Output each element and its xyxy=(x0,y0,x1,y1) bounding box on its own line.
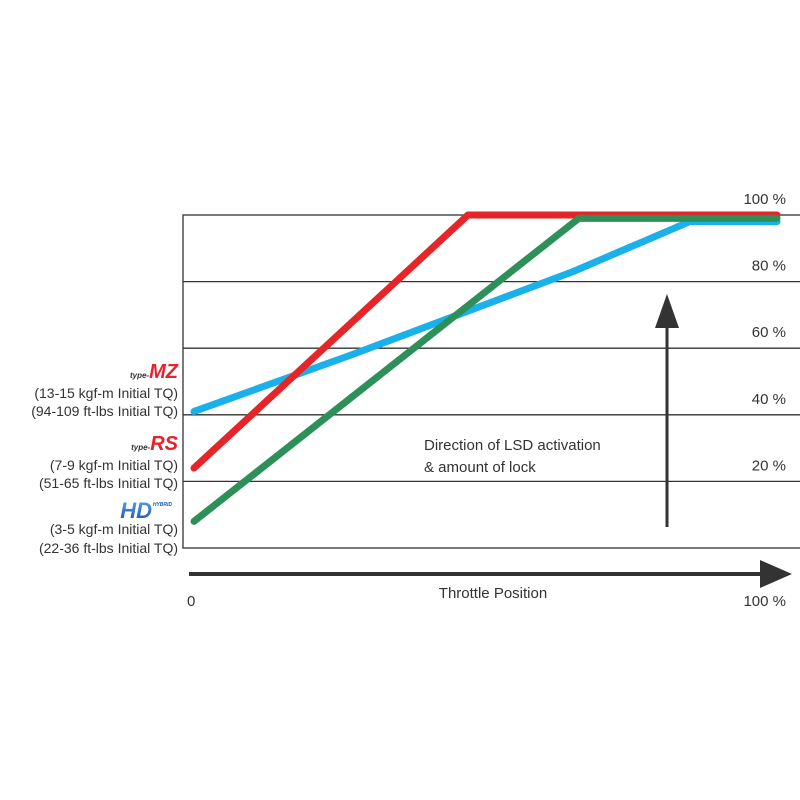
legend-type-rs: type-RS (7-9 kgf-m Initial TQ) (51-65 ft… xyxy=(39,433,179,491)
x-tick-100: 100 % xyxy=(743,593,786,610)
annotation-line-2: & amount of lock xyxy=(424,459,536,476)
legend-hd-ftlbs: (22-36 ft-lbs Initial TQ) xyxy=(39,540,178,556)
series-line-type-rs xyxy=(190,211,781,472)
series-line-hd-hybrid xyxy=(190,214,781,525)
x-axis-label: Throttle Position xyxy=(439,585,547,602)
legend-hd-hybrid: HD HYBRID (3-5 kgf-m Initial TQ) (22-36 … xyxy=(39,498,178,556)
lsd-direction-arrow xyxy=(655,294,679,527)
y-tick-label: 20 % xyxy=(752,457,786,474)
legend-rs-kgf: (7-9 kgf-m Initial TQ) xyxy=(50,457,178,473)
logo-type-mz: type-MZ xyxy=(130,361,179,383)
y-tick-label: 60 % xyxy=(752,324,786,341)
legend-type-mz: type-MZ (13-15 kgf-m Initial TQ) (94-109… xyxy=(31,361,179,419)
x-axis-arrow xyxy=(189,560,792,588)
legend-hd-kgf: (3-5 kgf-m Initial TQ) xyxy=(50,521,178,537)
logo-hd-hybrid: HYBRID xyxy=(153,502,173,508)
legend-rs-ftlbs: (51-65 ft-lbs Initial TQ) xyxy=(39,475,178,491)
legend-mz-ftlbs: (94-109 ft-lbs Initial TQ) xyxy=(31,403,178,419)
y-tick-label: 100 % xyxy=(743,191,786,208)
y-tick-label: 40 % xyxy=(752,391,786,408)
logo-hd: HD xyxy=(120,498,152,523)
legend-mz-kgf: (13-15 kgf-m Initial TQ) xyxy=(34,385,178,401)
annotation-line-1: Direction of LSD activation xyxy=(424,437,601,454)
y-tick-label: 80 % xyxy=(752,258,786,275)
logo-type-rs: type-RS xyxy=(131,433,179,455)
x-tick-0: 0 xyxy=(187,593,195,610)
